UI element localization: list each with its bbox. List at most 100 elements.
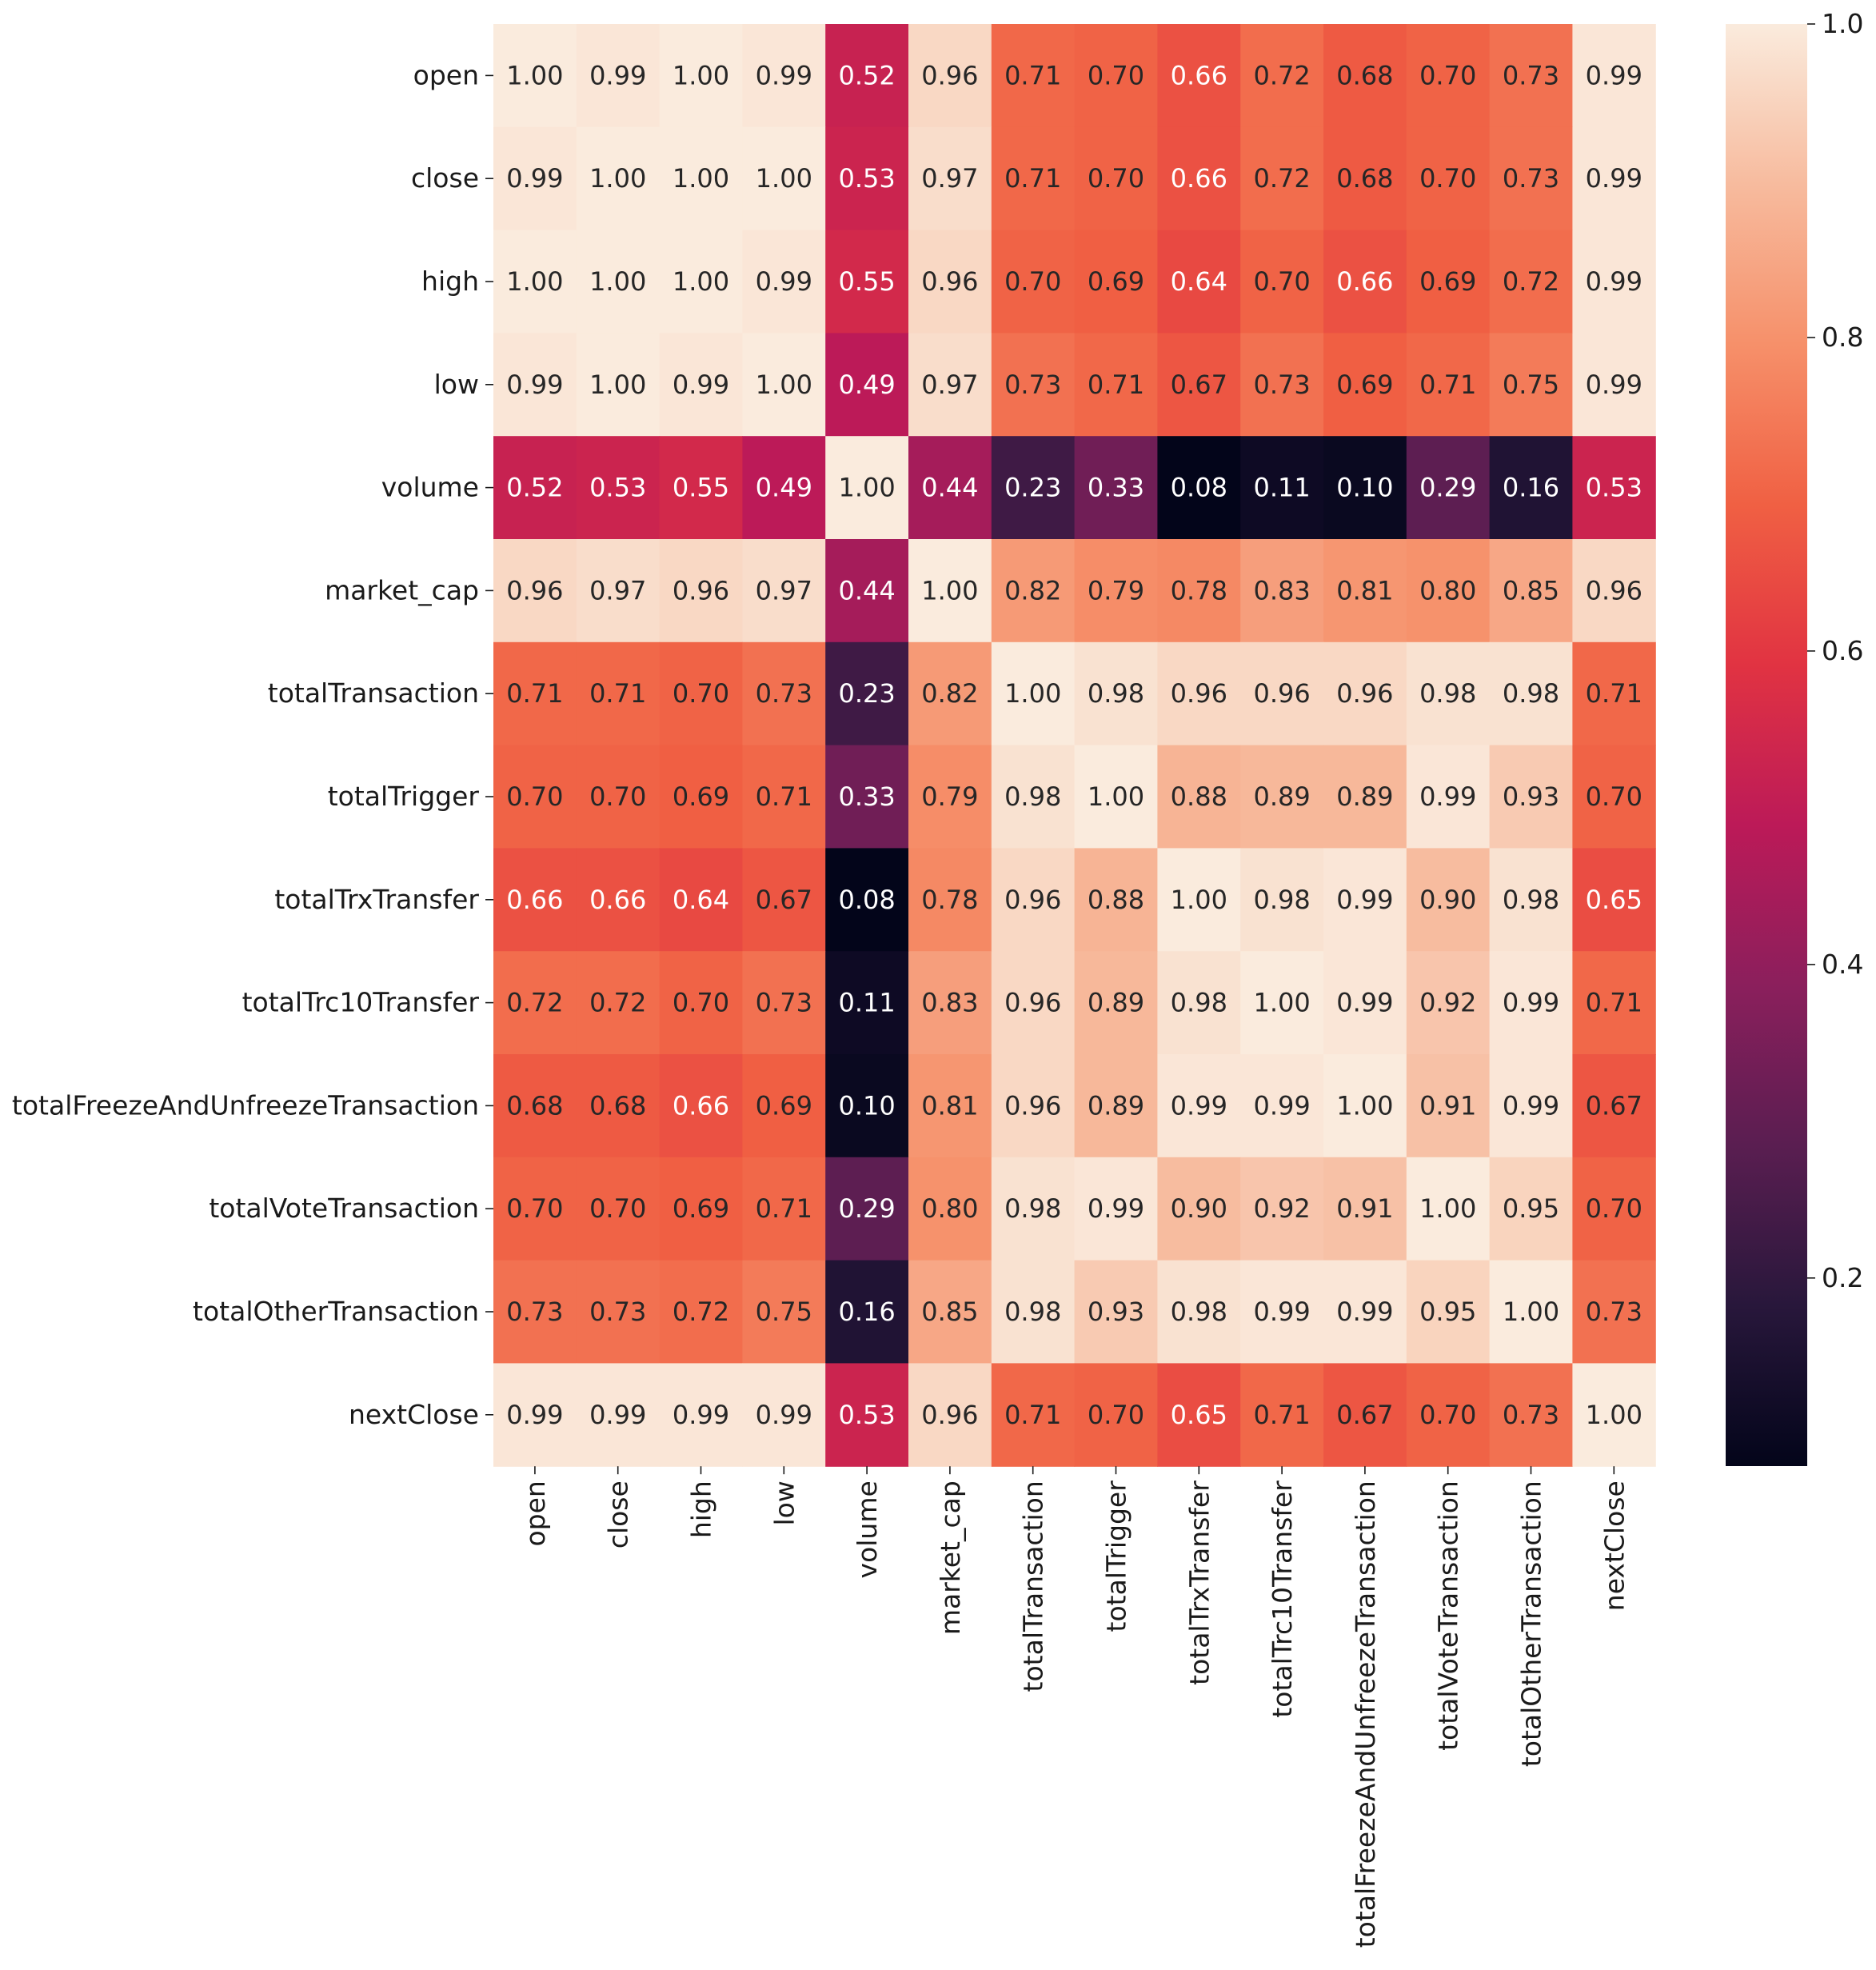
heatmap-cell-value: 0.71	[1586, 988, 1642, 1018]
heatmap-cell-value: 0.70	[589, 781, 646, 812]
heatmap-cell	[493, 848, 577, 952]
heatmap-cell-value: 0.70	[1419, 163, 1476, 194]
heatmap-cell-value: 0.79	[1088, 575, 1144, 605]
heatmap-cell	[1489, 745, 1573, 849]
heatmap-cell	[493, 745, 577, 849]
heatmap-cell-value: 0.53	[1586, 473, 1642, 503]
heatmap-cell	[1240, 641, 1324, 746]
heatmap-cell	[1240, 230, 1324, 334]
heatmap-cell	[659, 1260, 743, 1364]
heatmap-cell	[1572, 1363, 1656, 1467]
heatmap-cell	[991, 230, 1076, 334]
heatmap-cell-value: 0.72	[1503, 266, 1559, 297]
heatmap-cell	[1489, 1054, 1573, 1158]
heatmap-cell-value: 0.23	[1004, 473, 1061, 503]
heatmap-cell	[493, 1054, 577, 1158]
heatmap-cell-value: 0.73	[589, 1297, 646, 1327]
heatmap-cell-value: 0.82	[1004, 575, 1061, 605]
x-tick-label: totalFreezeAndUnfreezeTransaction	[1350, 1480, 1381, 1948]
heatmap-cell-value: 0.96	[921, 60, 978, 90]
heatmap-cell-value: 0.98	[1503, 885, 1559, 915]
heatmap-cell-value: 0.70	[1088, 1400, 1144, 1430]
heatmap-cell	[576, 641, 661, 746]
heatmap-cell-value: 0.69	[1088, 266, 1144, 297]
heatmap-cell-value: 0.73	[1503, 163, 1559, 194]
heatmap-cell	[1489, 641, 1573, 746]
heatmap-cell	[493, 126, 577, 231]
heatmap-cell-value: 0.70	[673, 678, 729, 709]
heatmap-cell	[742, 436, 826, 540]
heatmap-cell	[1157, 1363, 1241, 1467]
heatmap-cell	[1323, 1363, 1407, 1467]
heatmap-cell	[493, 539, 577, 643]
heatmap-cell	[1074, 1054, 1158, 1158]
heatmap-cell	[908, 333, 992, 437]
heatmap-cell	[1489, 1363, 1573, 1467]
heatmap-cell-value: 0.96	[1171, 678, 1227, 709]
heatmap-cell	[1572, 951, 1656, 1055]
heatmap-cell-value: 0.71	[1004, 163, 1061, 194]
heatmap-cell	[576, 126, 661, 231]
heatmap-cell	[1406, 745, 1491, 849]
heatmap-cell	[742, 1157, 826, 1261]
heatmap-cell	[991, 24, 1076, 128]
heatmap-cell	[1323, 641, 1407, 746]
heatmap-cell-value: 0.71	[756, 781, 812, 812]
heatmap-cell-value: 0.55	[673, 473, 729, 503]
heatmap-cell-value: 0.52	[506, 473, 563, 503]
heatmap-cell-value: 0.98	[1004, 1297, 1061, 1327]
x-tick-label: totalTrigger	[1101, 1480, 1132, 1632]
heatmap-cell-value: 0.99	[1253, 1090, 1310, 1121]
heatmap-cell-value: 0.53	[838, 163, 895, 194]
heatmap-cell	[908, 230, 992, 334]
heatmap-cell	[1157, 436, 1241, 540]
heatmap-cell	[1572, 126, 1656, 231]
heatmap-cell-value: 0.96	[1004, 988, 1061, 1018]
heatmap-cell-value: 0.99	[673, 1400, 729, 1430]
heatmap-cell	[1240, 951, 1324, 1055]
heatmap-cell-value: 0.10	[1336, 473, 1393, 503]
heatmap-cell-value: 0.96	[506, 575, 563, 605]
heatmap-cell-value: 0.75	[756, 1297, 812, 1327]
heatmap-cell	[1572, 641, 1656, 746]
x-tick-label: totalTrc10Transfer	[1267, 1480, 1298, 1718]
heatmap-cell	[1323, 848, 1407, 952]
y-tick-label: low	[434, 369, 479, 400]
heatmap-cell-value: 0.49	[756, 473, 812, 503]
heatmap-cell	[1406, 126, 1491, 231]
heatmap-cell-value: 0.78	[921, 885, 978, 915]
x-tick-label: open	[520, 1480, 551, 1546]
heatmap-cell	[493, 1260, 577, 1364]
heatmap-cell	[991, 126, 1076, 231]
heatmap-cell-value: 0.69	[756, 1090, 812, 1121]
heatmap-cell	[1406, 641, 1491, 746]
heatmap-cell	[1323, 1054, 1407, 1158]
heatmap-cell-value: 0.70	[506, 1193, 563, 1224]
heatmap-cell	[908, 436, 992, 540]
y-axis: open close high low volume market_cap totalTra…	[12, 59, 493, 1430]
heatmap-cell-value: 0.73	[1503, 60, 1559, 90]
heatmap-cell	[659, 1363, 743, 1467]
heatmap-cell-value: 0.99	[506, 370, 563, 400]
heatmap-cell	[742, 230, 826, 334]
heatmap-cell-value: 1.00	[1004, 678, 1061, 709]
heatmap-cell-value: 0.96	[1253, 678, 1310, 709]
heatmap-cell-value: 0.70	[1419, 1400, 1476, 1430]
heatmap-cell-value: 0.99	[1171, 1090, 1227, 1121]
heatmap-cell-value: 0.85	[921, 1297, 978, 1327]
heatmap-cell-value: 0.68	[1336, 163, 1393, 194]
heatmap-cell	[1572, 848, 1656, 952]
heatmap-cell-value: 0.99	[1336, 1297, 1393, 1327]
heatmap-cell	[1323, 436, 1407, 540]
heatmap-cell-value: 0.66	[506, 885, 563, 915]
heatmap-cell	[1489, 24, 1573, 128]
heatmap-cell	[1489, 951, 1573, 1055]
heatmap-cell-value: 0.29	[1419, 473, 1476, 503]
y-tick-label: volume	[381, 472, 479, 503]
heatmap-cell	[1074, 333, 1158, 437]
heatmap-cell	[825, 1260, 909, 1364]
heatmap-cell-value: 0.66	[1336, 266, 1393, 297]
heatmap-cell	[825, 1054, 909, 1158]
heatmap-cell-value: 0.93	[1088, 1297, 1144, 1327]
heatmap-cell	[742, 745, 826, 849]
